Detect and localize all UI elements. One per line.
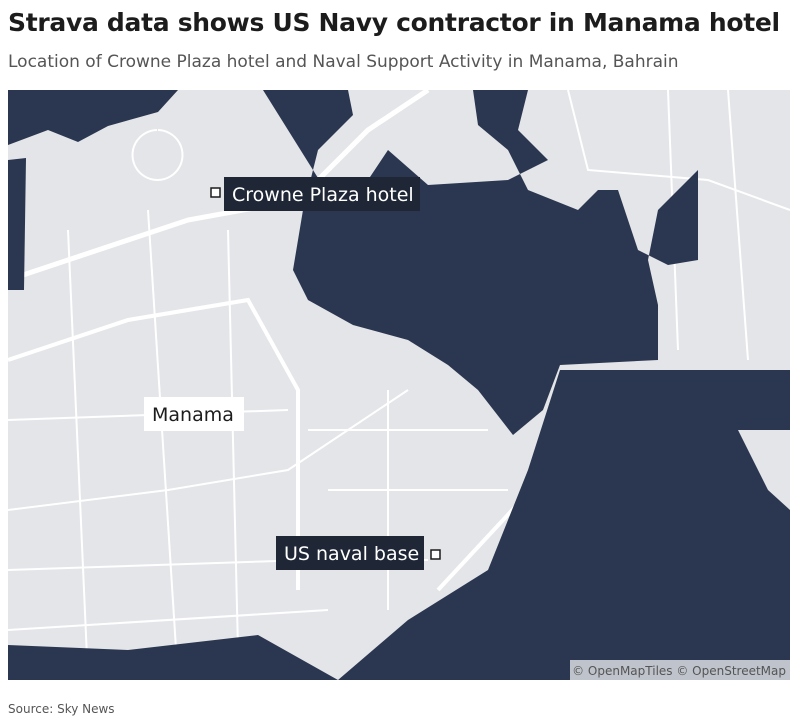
hotel-label-box [224,177,420,211]
source: Source: Sky News [8,702,115,716]
base-label: US naval base [284,543,419,565]
city-label-box [144,397,244,431]
city-label: Manama [152,404,234,426]
subtitle: Location of Crowne Plaza hotel and Naval… [8,52,679,72]
attribution: © OpenMapTiles © OpenStreetMap [572,664,786,678]
title: Strava data shows US Navy contractor in … [8,8,780,37]
water [8,90,790,680]
hotel-marker [210,187,221,198]
map: Crowne Plaza hotel Manama US naval base … [8,90,790,680]
base-marker [430,549,441,560]
base-label-box [276,536,424,570]
hotel-label: Crowne Plaza hotel [232,184,414,206]
attribution-box [570,660,790,680]
